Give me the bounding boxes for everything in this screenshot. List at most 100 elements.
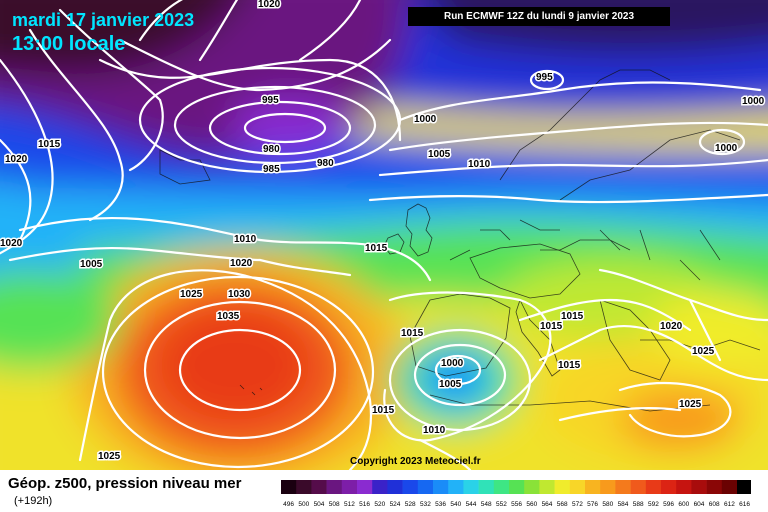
scale-label: 588 — [633, 501, 644, 508]
isobar-label: 1035 — [217, 311, 240, 322]
isobar-label: 985 — [263, 164, 280, 175]
scale-label: 544 — [466, 501, 477, 508]
coastlines — [159, 69, 761, 412]
scale-swatch — [509, 480, 525, 494]
scale-label: 512 — [344, 501, 355, 508]
scale-swatch — [448, 480, 464, 494]
scale-swatch — [493, 480, 510, 494]
geopotential-field — [0, 0, 768, 470]
isobar-label: 1025 — [692, 346, 715, 357]
scale-swatch — [417, 480, 434, 494]
run-info: Run ECMWF 12Z du lundi 9 janvier 2023 — [408, 7, 670, 26]
isobar-label: 1025 — [98, 451, 121, 462]
isobar-label: 1015 — [401, 328, 424, 339]
scale-swatch — [341, 480, 358, 494]
map-area: 1020 995 980 980 985 1015 1020 1000 995 … — [0, 0, 768, 470]
scale-label: 580 — [602, 501, 613, 508]
isobar-label: 1025 — [180, 289, 203, 300]
isobar-label: 1020 — [230, 258, 253, 269]
isobar-label: 1025 — [679, 399, 702, 410]
isobar-label: 1030 — [228, 289, 251, 300]
forecast-date: mardi 17 janvier 2023 — [12, 10, 195, 30]
isobar-label: 1000 — [414, 114, 437, 125]
scale-label: 560 — [526, 501, 537, 508]
scale-swatch — [296, 480, 312, 494]
scale-label: 528 — [405, 501, 416, 508]
scale-label: 504 — [314, 501, 325, 508]
z500-map-graphic: 1020 995 980 980 985 1015 1020 1000 995 … — [0, 0, 768, 470]
scale-label: 608 — [709, 501, 720, 508]
scale-label: 516 — [359, 501, 370, 508]
scale-swatch — [645, 480, 662, 494]
scale-swatch — [691, 480, 707, 494]
scale-label: 576 — [587, 501, 598, 508]
isobar-label: 1015 — [540, 321, 563, 332]
scale-swatch — [600, 480, 616, 494]
scale-label: 508 — [329, 501, 340, 508]
scale-swatch — [478, 480, 495, 494]
scale-label: 616 — [739, 501, 750, 508]
scale-swatch — [357, 480, 373, 494]
scale-label: 596 — [663, 501, 674, 508]
isobar-label: 1005 — [80, 259, 103, 270]
scale-swatch — [554, 480, 571, 494]
isobar-label: 1000 — [742, 96, 765, 107]
scale-swatch — [372, 480, 388, 494]
isobar-label: 1020 — [660, 321, 683, 332]
isobar-label: 1020 — [258, 0, 281, 10]
scale-label: 568 — [557, 501, 568, 508]
scale-label: 600 — [678, 501, 689, 508]
isobar-label: 980 — [317, 158, 334, 169]
scale-label: 564 — [542, 501, 553, 508]
scale-label: 552 — [496, 501, 507, 508]
scale-swatch — [387, 480, 403, 494]
isobar-label: 980 — [263, 144, 280, 155]
scale-swatch — [463, 480, 479, 494]
scale-swatch — [326, 480, 343, 494]
scale-swatch — [630, 480, 647, 494]
isobar-label: 1010 — [234, 234, 257, 245]
legend-subtitle: (+192h) — [14, 495, 53, 507]
scale-swatch — [311, 480, 327, 494]
scale-label: 500 — [298, 501, 309, 508]
scale-swatch — [706, 480, 723, 494]
scale-label: 520 — [374, 501, 385, 508]
scale-swatch — [737, 480, 751, 494]
isobar-label: 1020 — [0, 238, 23, 249]
scale-swatch — [661, 480, 677, 494]
scale-label: 556 — [511, 501, 522, 508]
isobar-label: 995 — [262, 95, 279, 106]
isobar-label: 1000 — [441, 358, 464, 369]
isobar-label: 1015 — [38, 139, 61, 150]
scale-swatch — [721, 480, 738, 494]
scale-label: 496 — [283, 501, 294, 508]
isobar-label: 1005 — [428, 149, 451, 160]
scale-swatch — [402, 480, 419, 494]
color-scale: 496 500 504 508 512 516 520 524 528 532 536 540 544 5… — [281, 480, 751, 508]
isobars — [0, 0, 768, 470]
scale-swatch — [433, 480, 449, 494]
scale-label: 532 — [420, 501, 431, 508]
scale-swatch — [569, 480, 586, 494]
copyright: Copyright 2023 Meteociel.fr — [350, 456, 481, 467]
isobar-label: 1010 — [468, 159, 491, 170]
legend-title: Géop. z500, pression niveau mer — [8, 475, 242, 492]
isobar-label: 1015 — [558, 360, 581, 371]
forecast-time: 13:00 locale — [12, 33, 126, 55]
scale-label: 604 — [694, 501, 705, 508]
scale-swatch — [281, 480, 297, 494]
isobar-label: 1015 — [365, 243, 388, 254]
isobar-label: 995 — [536, 72, 553, 83]
scale-swatch — [524, 480, 540, 494]
scale-label: 540 — [450, 501, 461, 508]
isobar-label: 1020 — [5, 154, 28, 165]
isobar-label: 1015 — [372, 405, 395, 416]
scale-label: 572 — [572, 501, 583, 508]
scale-swatch — [615, 480, 631, 494]
scale-label: 536 — [435, 501, 446, 508]
isobar-label: 1000 — [715, 143, 738, 154]
scale-swatch — [585, 480, 601, 494]
legend-bar: Géop. z500, pression niveau mer (+192h) … — [0, 470, 768, 512]
scale-label: 592 — [648, 501, 659, 508]
